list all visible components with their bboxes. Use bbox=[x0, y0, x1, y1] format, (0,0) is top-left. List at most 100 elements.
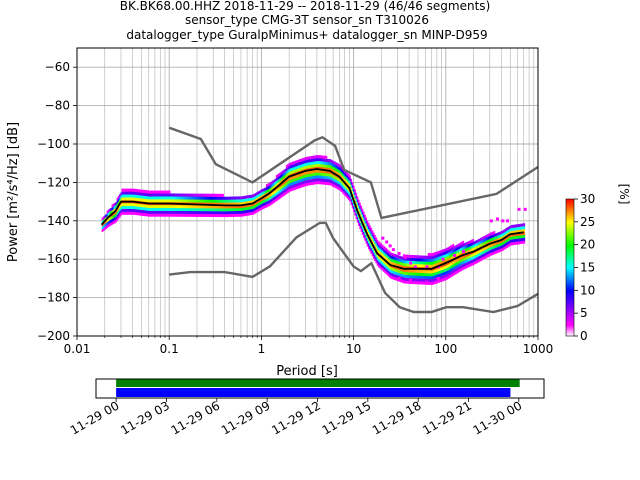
heatmap-cell bbox=[463, 246, 466, 250]
heatmap-cell bbox=[145, 210, 147, 214]
heatmap-cell bbox=[385, 256, 387, 260]
heatmap-cell bbox=[214, 205, 217, 209]
heatmap-cell bbox=[496, 238, 498, 242]
heatmap-cell bbox=[320, 178, 323, 182]
heatmap-cell bbox=[151, 190, 153, 194]
heatmap-cell bbox=[480, 255, 482, 259]
heatmap-cell bbox=[441, 261, 443, 265]
heatmap-cell bbox=[480, 258, 482, 262]
heatmap-cell bbox=[395, 268, 397, 272]
heatmap-cell bbox=[353, 208, 355, 212]
heatmap-cell bbox=[260, 198, 263, 202]
timeline-tick-label: 11-29 18 bbox=[370, 398, 424, 437]
heatmap-cell bbox=[181, 193, 183, 197]
heatmap-cell bbox=[239, 202, 242, 206]
heatmap-cell bbox=[181, 213, 183, 217]
heatmap-cell bbox=[243, 213, 246, 217]
heatmap-cell bbox=[324, 158, 326, 162]
heatmap-cell bbox=[278, 184, 280, 188]
heatmap-cell bbox=[457, 246, 460, 250]
heatmap-cell bbox=[420, 272, 422, 276]
heatmap-cell bbox=[501, 239, 503, 243]
heatmap-cell bbox=[249, 197, 252, 201]
heatmap-cell bbox=[468, 246, 471, 250]
heatmap-cell bbox=[263, 202, 265, 206]
heatmap-cell bbox=[254, 193, 257, 197]
heatmap-cell bbox=[253, 202, 256, 206]
heatmap-cell bbox=[443, 268, 446, 273]
heatmap-cell bbox=[163, 190, 166, 194]
heatmap-cell bbox=[349, 192, 351, 196]
heatmap-cell bbox=[335, 162, 338, 166]
heatmap-cell bbox=[246, 206, 248, 211]
heatmap-cell bbox=[298, 173, 300, 177]
heatmap-cell bbox=[129, 191, 131, 195]
heatmap-cell bbox=[120, 206, 122, 210]
heatmap-cell bbox=[456, 250, 458, 254]
heatmap-cell bbox=[417, 255, 420, 259]
heatmap-cell bbox=[401, 259, 404, 263]
heatmap-cell bbox=[150, 193, 152, 197]
heatmap-cell bbox=[384, 264, 386, 268]
heatmap-cell bbox=[325, 155, 328, 159]
heatmap-cell bbox=[254, 204, 257, 208]
heatmap-cell bbox=[365, 240, 368, 244]
heatmap-cell bbox=[319, 166, 322, 170]
heatmap-cell bbox=[283, 172, 285, 176]
heatmap-cell bbox=[456, 267, 458, 271]
heatmap-cell bbox=[165, 193, 167, 197]
heatmap-cell bbox=[374, 234, 376, 239]
heatmap-cell bbox=[316, 157, 319, 162]
coverage-frame bbox=[95, 378, 545, 399]
heatmap-cell bbox=[127, 208, 130, 212]
heatmap-cell bbox=[106, 224, 109, 229]
heatmap-cell bbox=[143, 192, 146, 196]
heatmap-cell bbox=[458, 268, 461, 273]
heatmap-cell bbox=[354, 195, 356, 199]
heatmap-cell bbox=[198, 210, 201, 215]
heatmap-cell bbox=[167, 196, 170, 200]
heatmap-cell bbox=[275, 183, 278, 187]
heatmap-cell bbox=[406, 280, 409, 284]
heatmap-cell bbox=[303, 163, 305, 167]
heatmap-cell bbox=[202, 210, 204, 215]
heatmap-cell bbox=[313, 178, 315, 182]
heatmap-cell bbox=[400, 261, 402, 266]
heatmap-cell bbox=[273, 191, 275, 195]
heatmap-cell bbox=[148, 213, 151, 217]
heatmap-cell bbox=[358, 222, 360, 226]
heatmap-cell bbox=[447, 258, 450, 262]
heatmap-cell bbox=[447, 272, 450, 277]
heatmap-cell bbox=[292, 161, 294, 165]
heatmap-cell bbox=[146, 213, 148, 217]
heatmap-cell bbox=[346, 187, 349, 191]
heatmap-cell bbox=[173, 199, 176, 203]
heatmap-cell bbox=[486, 254, 488, 258]
heatmap-cell bbox=[209, 193, 212, 197]
heatmap-cell bbox=[216, 211, 218, 215]
heatmap-cell bbox=[427, 261, 430, 265]
heatmap-cell bbox=[481, 251, 483, 255]
heatmap-cell bbox=[117, 216, 120, 220]
heatmap-cell bbox=[496, 241, 498, 245]
heatmap-cell bbox=[217, 199, 219, 203]
heatmap-cell bbox=[171, 213, 173, 217]
heatmap-cell bbox=[217, 196, 219, 200]
heatmap-cell bbox=[140, 203, 142, 208]
heatmap-cell bbox=[307, 162, 309, 166]
heatmap-cell bbox=[392, 273, 395, 277]
heatmap-cell bbox=[140, 198, 142, 202]
heatmap-cell bbox=[314, 169, 317, 173]
heatmap-cell bbox=[284, 171, 287, 175]
heatmap-cell bbox=[292, 181, 294, 185]
heatmap-cell bbox=[147, 196, 150, 200]
heatmap-cell bbox=[311, 170, 314, 174]
heatmap-cell bbox=[192, 196, 195, 200]
heatmap-cell bbox=[162, 190, 165, 194]
heatmap-cell bbox=[287, 181, 289, 185]
heatmap-cell bbox=[365, 217, 368, 221]
heatmap-cell bbox=[432, 258, 435, 262]
heatmap-cell bbox=[463, 266, 466, 270]
heatmap-cell bbox=[355, 195, 358, 199]
heatmap-cell bbox=[313, 170, 315, 174]
